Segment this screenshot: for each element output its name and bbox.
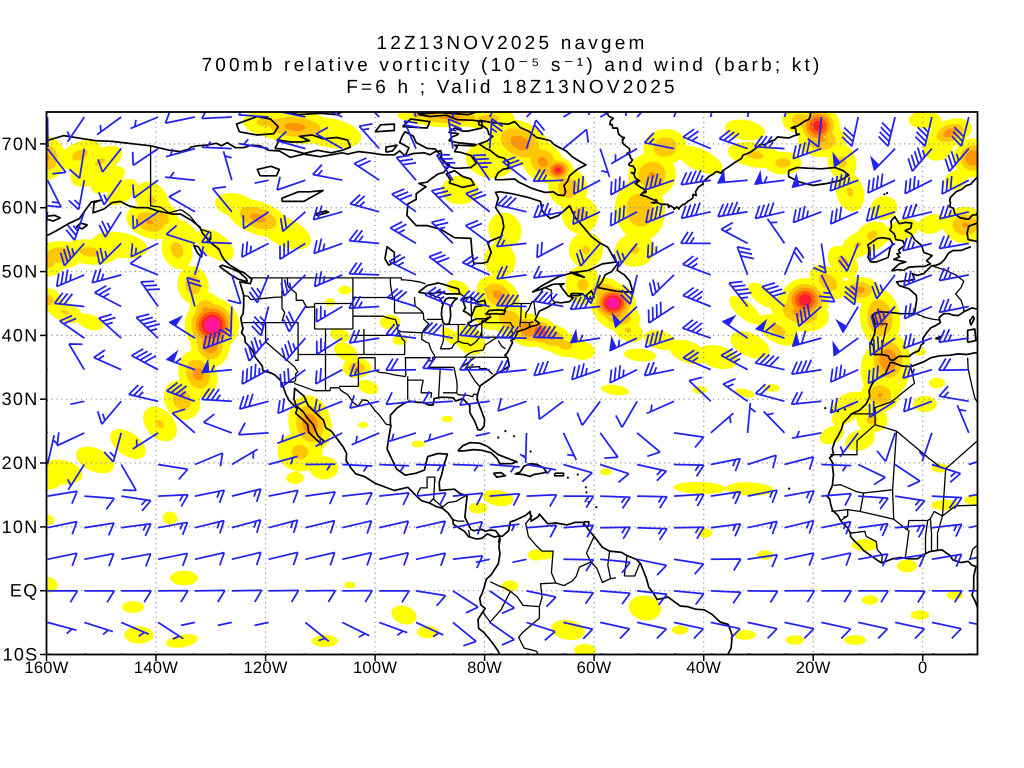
svg-text:160W: 160W: [24, 659, 68, 677]
svg-text:10N: 10N: [2, 517, 39, 537]
svg-text:80W: 80W: [467, 659, 502, 677]
svg-text:70N: 70N: [2, 134, 39, 154]
svg-text:40W: 40W: [686, 659, 721, 677]
svg-text:120W: 120W: [243, 659, 287, 677]
svg-text:30N: 30N: [2, 389, 39, 409]
svg-text:700mb relative vorticity (10⁻⁵: 700mb relative vorticity (10⁻⁵ s⁻¹) and …: [201, 55, 822, 76]
svg-text:12Z13NOV2025 navgem: 12Z13NOV2025 navgem: [377, 33, 648, 54]
svg-text:20N: 20N: [2, 453, 39, 473]
svg-text:F=6 h ; Valid 18Z13NOV2025: F=6 h ; Valid 18Z13NOV2025: [346, 77, 678, 98]
svg-text:100W: 100W: [353, 659, 397, 677]
svg-text:60N: 60N: [2, 198, 39, 218]
svg-text:140W: 140W: [134, 659, 178, 677]
svg-text:20W: 20W: [796, 659, 831, 677]
svg-text:50N: 50N: [2, 262, 39, 282]
svg-text:40N: 40N: [2, 325, 39, 345]
svg-text:0: 0: [918, 659, 927, 677]
svg-text:EQ: EQ: [10, 581, 39, 601]
svg-text:10S: 10S: [3, 645, 39, 665]
svg-text:60W: 60W: [577, 659, 612, 677]
